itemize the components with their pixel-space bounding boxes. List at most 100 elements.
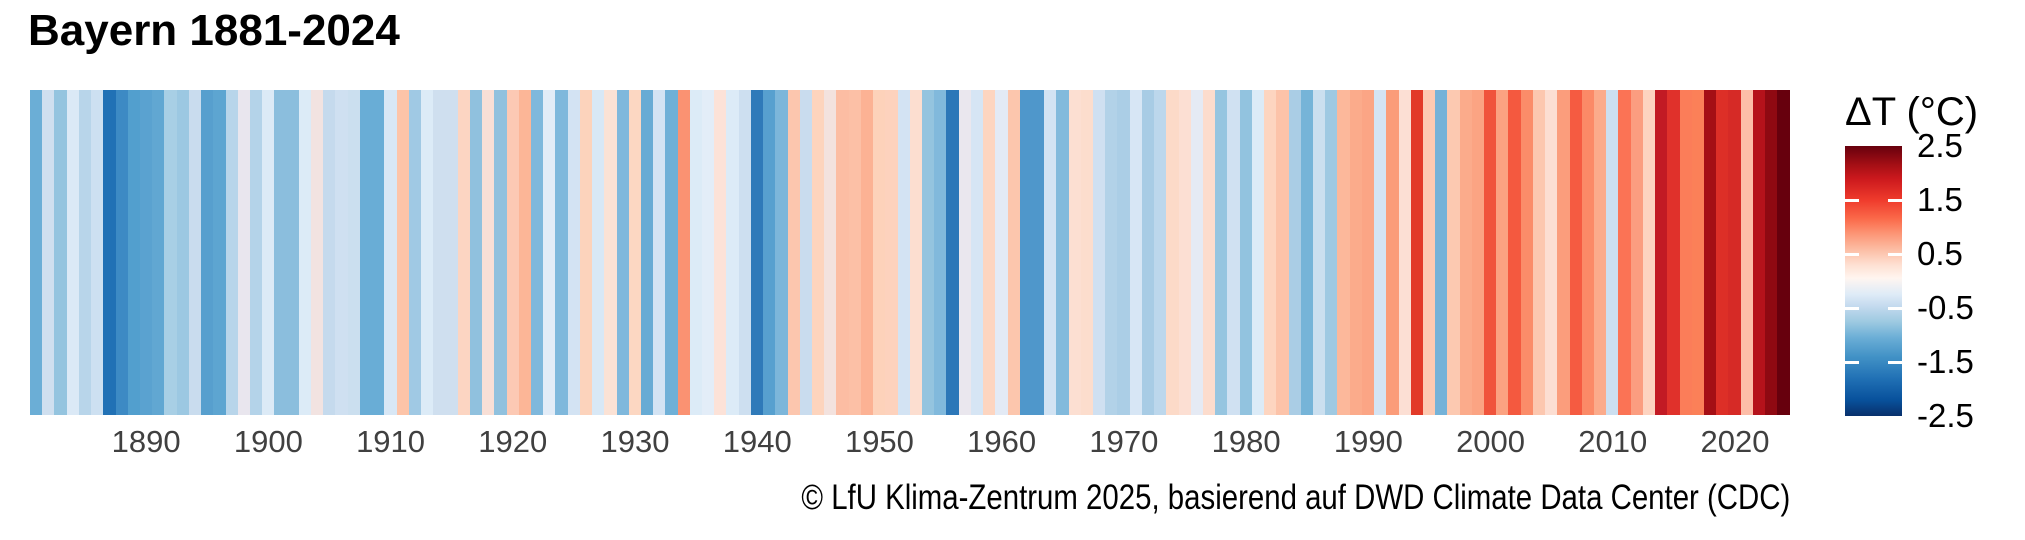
stripe-1881 xyxy=(30,90,43,415)
stripe-1902 xyxy=(286,90,299,415)
stripe-1948 xyxy=(848,90,861,415)
stripes-plot xyxy=(30,90,1790,415)
stripe-1992 xyxy=(1386,90,1399,415)
stripe-1997 xyxy=(1447,90,1460,415)
stripe-1926 xyxy=(579,90,593,415)
colorbar-tick-label--0.5: -0.5 xyxy=(1917,289,1974,326)
stripe-2012 xyxy=(1630,90,1643,415)
stripe-1983 xyxy=(1276,90,1289,415)
colorbar xyxy=(1845,146,1902,416)
stripe-1917 xyxy=(469,90,483,415)
stripe-1935 xyxy=(689,90,703,415)
stripe-1939 xyxy=(738,90,751,415)
stripe-1988 xyxy=(1337,90,1350,415)
stripe-2015 xyxy=(1667,90,1680,415)
stripe-1891 xyxy=(152,90,165,415)
stripe-1956 xyxy=(946,90,959,415)
stripe-1920 xyxy=(506,90,519,415)
stripe-1968 xyxy=(1093,90,1106,415)
stripe-1925 xyxy=(567,90,580,415)
stripe-1907 xyxy=(347,90,360,415)
stripe-1906 xyxy=(335,90,348,415)
stripe-1900 xyxy=(262,90,275,415)
stripe-1934 xyxy=(677,90,690,415)
stripe-1981 xyxy=(1251,90,1265,415)
stripe-1882 xyxy=(42,90,55,415)
stripe-1921 xyxy=(518,90,531,415)
x-tick-label-1890: 1890 xyxy=(111,424,181,459)
stripe-1958 xyxy=(970,90,984,415)
stripe-1964 xyxy=(1044,90,1057,415)
stripe-2013 xyxy=(1642,90,1656,415)
stripe-2021 xyxy=(1740,90,1753,415)
x-tick-label-1900: 1900 xyxy=(233,424,303,459)
stripe-1942 xyxy=(775,90,788,415)
stripe-2014 xyxy=(1655,90,1668,415)
colorbar-tick-mark xyxy=(1845,198,1859,202)
stripe-1984 xyxy=(1288,90,1301,415)
stripe-1986 xyxy=(1312,90,1326,415)
stripe-1974 xyxy=(1166,90,1179,415)
stripe-1895 xyxy=(201,90,214,415)
x-tick-label-1930: 1930 xyxy=(600,424,670,459)
stripe-1962 xyxy=(1019,90,1032,415)
stripe-2011 xyxy=(1618,90,1631,415)
legend-title: ΔT (°C) xyxy=(1845,90,1979,134)
colorbar-tick-mark xyxy=(1845,360,1859,364)
colorbar-tick-label--1.5: -1.5 xyxy=(1917,343,1974,380)
stripe-1976 xyxy=(1190,90,1203,415)
stripe-2007 xyxy=(1569,90,1582,415)
colorbar-tick-label-0.5: 0.5 xyxy=(1917,235,1963,272)
stripe-1887 xyxy=(103,90,116,415)
chart-title: Bayern 1881-2024 xyxy=(28,6,400,55)
colorbar-tick-mark xyxy=(1888,360,1902,364)
stripe-1927 xyxy=(592,90,605,415)
stripe-1993 xyxy=(1398,90,1411,415)
stripe-1922 xyxy=(530,90,544,415)
stripe-1937 xyxy=(714,90,727,415)
stripe-1957 xyxy=(958,90,971,415)
stripe-1985 xyxy=(1300,90,1313,415)
stripe-2018 xyxy=(1703,90,1717,415)
stripe-1955 xyxy=(934,90,947,415)
stripe-1970 xyxy=(1117,90,1130,415)
stripe-1885 xyxy=(78,90,92,415)
stripe-1965 xyxy=(1056,90,1069,415)
stripe-1971 xyxy=(1129,90,1142,415)
stripe-1952 xyxy=(897,90,910,415)
colorbar-tick-mark xyxy=(1845,252,1859,256)
x-tick-label-1990: 1990 xyxy=(1333,424,1403,459)
stripe-1919 xyxy=(494,90,507,415)
colorbar-tick-label-2.5: 2.5 xyxy=(1917,127,1963,164)
stripe-1953 xyxy=(909,90,922,415)
stripe-1990 xyxy=(1361,90,1375,415)
stripe-1945 xyxy=(812,90,825,415)
stripe-1932 xyxy=(653,90,666,415)
stripe-1961 xyxy=(1007,90,1020,415)
stripe-1884 xyxy=(66,90,79,415)
stripe-2002 xyxy=(1508,90,1521,415)
stripe-2003 xyxy=(1520,90,1533,415)
stripe-1915 xyxy=(445,90,458,415)
stripe-1896 xyxy=(213,90,226,415)
stripe-1999 xyxy=(1471,90,1485,415)
stripe-1938 xyxy=(726,90,739,415)
stripe-1901 xyxy=(274,90,287,415)
stripe-1910 xyxy=(384,90,397,415)
stripe-1978 xyxy=(1215,90,1228,415)
stripe-1987 xyxy=(1325,90,1338,415)
stripe-1898 xyxy=(237,90,250,415)
stripe-2017 xyxy=(1691,90,1704,415)
stripe-2010 xyxy=(1606,90,1619,415)
stripe-2000 xyxy=(1484,90,1497,415)
stripe-1972 xyxy=(1141,90,1155,415)
stripe-1943 xyxy=(787,90,800,415)
x-tick-label-2000: 2000 xyxy=(1456,424,1526,459)
stripe-1951 xyxy=(885,90,898,415)
stripe-2004 xyxy=(1532,90,1546,415)
colorbar-tick-label--2.5: -2.5 xyxy=(1917,397,1974,434)
stripe-2008 xyxy=(1581,90,1594,415)
stripe-1950 xyxy=(873,90,886,415)
stripe-1940 xyxy=(750,90,764,415)
x-tick-label-2020: 2020 xyxy=(1700,424,1770,459)
